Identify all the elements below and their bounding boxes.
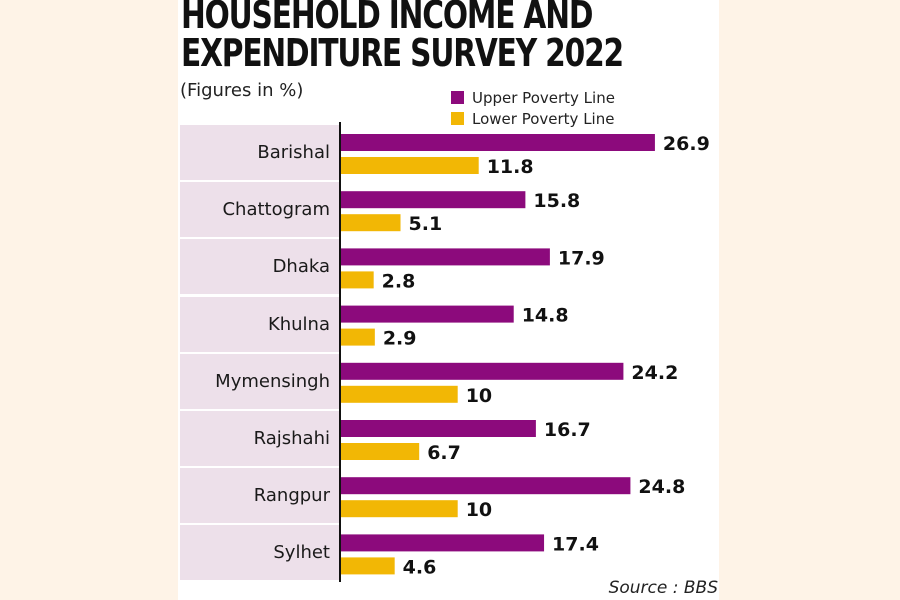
- value-label-upper-poverty-line-sylhet: 17.4: [552, 533, 599, 555]
- value-label-lower-poverty-line-rangpur: 10: [466, 499, 492, 521]
- bar-lower-poverty-line-rangpur: [341, 500, 458, 518]
- bar-upper-poverty-line-rangpur: [341, 477, 631, 495]
- value-label-lower-poverty-line-sylhet: 4.6: [403, 556, 437, 578]
- value-label-upper-poverty-line-rangpur: 24.8: [638, 476, 685, 498]
- legend-item-upper: Upper Poverty Line: [451, 87, 615, 108]
- category-label-panel: Barishal Chattogram Dhaka Khulna Mymensingh R…: [180, 125, 339, 582]
- bar-lower-poverty-line-sylhet: [341, 557, 395, 575]
- category-label-rajshahi: Rajshahi: [180, 411, 339, 466]
- chart-title: HOUSEHOLD INCOME AND EXPENDITURE SURVEY …: [181, 0, 624, 75]
- bar-upper-poverty-line-mymensingh: [341, 362, 624, 380]
- value-label-lower-poverty-line-mymensingh: 10: [466, 385, 492, 407]
- value-label-lower-poverty-line-dhaka: 2.8: [382, 270, 416, 292]
- value-label-lower-poverty-line-khulna: 2.9: [383, 328, 417, 350]
- category-label-barishal: Barishal: [180, 125, 339, 180]
- category-label-chattogram: Chattogram: [180, 182, 339, 238]
- value-label-upper-poverty-line-chattogram: 15.8: [533, 190, 580, 212]
- value-label-upper-poverty-line-mymensingh: 24.2: [631, 362, 678, 384]
- value-label-lower-poverty-line-chattogram: 5.1: [409, 213, 443, 235]
- value-label-upper-poverty-line-barishal: 26.9: [663, 133, 710, 155]
- bar-lower-poverty-line-barishal: [341, 157, 479, 174]
- source-note: Source : BBS: [608, 578, 718, 598]
- bar-upper-poverty-line-rajshahi: [341, 420, 536, 437]
- chart-subtitle: (Figures in %): [180, 80, 304, 101]
- bar-lower-poverty-line-dhaka: [341, 271, 374, 289]
- legend-item-lower: Lower Poverty Line: [451, 108, 615, 129]
- y-axis-line: [339, 122, 341, 582]
- bar-upper-poverty-line-chattogram: [341, 191, 526, 209]
- value-label-upper-poverty-line-khulna: 14.8: [522, 305, 569, 327]
- value-label-upper-poverty-line-dhaka: 17.9: [558, 247, 605, 269]
- title-line-1: HOUSEHOLD INCOME AND: [181, 0, 593, 37]
- bar-lower-poverty-line-mymensingh: [341, 385, 458, 403]
- legend-swatch-lower: [451, 112, 464, 125]
- title-line-2: EXPENDITURE SURVEY 2022: [181, 31, 624, 75]
- bar-lower-poverty-line-rajshahi: [341, 443, 420, 460]
- value-label-upper-poverty-line-rajshahi: 16.7: [544, 419, 591, 441]
- legend: Upper Poverty Line Lower Poverty Line: [451, 87, 615, 129]
- category-label-khulna: Khulna: [180, 296, 339, 352]
- category-label-sylhet: Sylhet: [180, 525, 339, 581]
- category-label-mymensingh: Mymensingh: [180, 353, 339, 409]
- value-label-lower-poverty-line-rajshahi: 6.7: [427, 442, 461, 464]
- bar-lower-poverty-line-khulna: [341, 328, 375, 346]
- legend-swatch-upper: [451, 91, 464, 104]
- bar-upper-poverty-line-barishal: [341, 134, 655, 151]
- value-label-lower-poverty-line-barishal: 11.8: [487, 156, 534, 178]
- category-label-rangpur: Rangpur: [180, 468, 339, 524]
- bar-upper-poverty-line-dhaka: [341, 248, 550, 266]
- category-label-dhaka: Dhaka: [180, 239, 339, 295]
- legend-label-upper: Upper Poverty Line: [472, 88, 615, 107]
- bar-upper-poverty-line-khulna: [341, 305, 514, 323]
- legend-label-lower: Lower Poverty Line: [472, 109, 615, 128]
- bar-lower-poverty-line-chattogram: [341, 214, 401, 232]
- bar-upper-poverty-line-sylhet: [341, 534, 545, 552]
